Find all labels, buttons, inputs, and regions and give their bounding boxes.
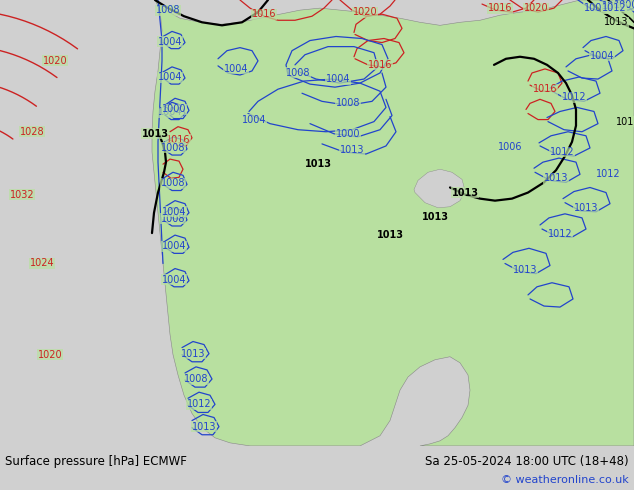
Text: 1013: 1013 bbox=[604, 17, 628, 27]
Text: 1016: 1016 bbox=[368, 60, 392, 70]
Text: 1024: 1024 bbox=[30, 259, 55, 269]
Text: 1016: 1016 bbox=[252, 9, 276, 19]
Text: 1032: 1032 bbox=[10, 190, 34, 199]
Text: 1013: 1013 bbox=[616, 117, 634, 126]
Text: 1012: 1012 bbox=[602, 3, 626, 13]
Text: 1008: 1008 bbox=[156, 5, 180, 15]
Text: 1000: 1000 bbox=[614, 0, 634, 10]
Text: 1016: 1016 bbox=[165, 135, 190, 145]
Text: 1013: 1013 bbox=[304, 159, 332, 169]
Text: 1012: 1012 bbox=[548, 229, 573, 239]
Text: Sa 25-05-2024 18:00 UTC (18+48): Sa 25-05-2024 18:00 UTC (18+48) bbox=[425, 455, 629, 468]
Text: 1016: 1016 bbox=[533, 84, 557, 94]
Text: © weatheronline.co.uk: © weatheronline.co.uk bbox=[501, 475, 629, 485]
Polygon shape bbox=[414, 169, 465, 208]
Text: 1004: 1004 bbox=[326, 74, 350, 84]
Text: 1008: 1008 bbox=[161, 214, 185, 224]
Text: 1012: 1012 bbox=[186, 399, 211, 409]
Text: 1013: 1013 bbox=[513, 265, 537, 274]
Text: 1020: 1020 bbox=[42, 56, 67, 66]
Text: 1016: 1016 bbox=[488, 3, 512, 13]
Text: 1004: 1004 bbox=[158, 107, 182, 118]
Text: 1004: 1004 bbox=[602, 1, 626, 11]
Text: 1012: 1012 bbox=[562, 92, 586, 102]
Text: 1013: 1013 bbox=[377, 230, 403, 240]
Polygon shape bbox=[152, 0, 634, 446]
Text: 1004: 1004 bbox=[158, 37, 182, 47]
Text: 1000: 1000 bbox=[336, 129, 360, 139]
Text: 1008: 1008 bbox=[184, 374, 208, 384]
Text: 1013: 1013 bbox=[191, 422, 216, 432]
Text: 1008: 1008 bbox=[161, 178, 185, 189]
Text: 1006: 1006 bbox=[498, 142, 522, 152]
Text: 1004: 1004 bbox=[162, 241, 186, 251]
Text: 1013: 1013 bbox=[141, 129, 169, 139]
Text: 1020: 1020 bbox=[37, 350, 62, 360]
Text: 1028: 1028 bbox=[20, 127, 44, 137]
Text: 1013: 1013 bbox=[340, 145, 365, 155]
Text: 1020: 1020 bbox=[353, 7, 377, 17]
Text: 1013: 1013 bbox=[422, 212, 448, 222]
Text: 1008: 1008 bbox=[336, 98, 360, 108]
Text: 1000: 1000 bbox=[162, 104, 186, 115]
Text: 1004: 1004 bbox=[590, 51, 614, 61]
Text: 1013: 1013 bbox=[544, 173, 568, 183]
Text: 1004: 1004 bbox=[224, 64, 249, 74]
Text: Surface pressure [hPa] ECMWF: Surface pressure [hPa] ECMWF bbox=[5, 455, 187, 468]
Text: 1013: 1013 bbox=[181, 349, 205, 359]
Text: 1020: 1020 bbox=[524, 3, 548, 13]
Text: 1012: 1012 bbox=[550, 147, 574, 157]
Text: 1008: 1008 bbox=[584, 3, 608, 13]
Text: 1004: 1004 bbox=[162, 207, 186, 217]
Text: 1013: 1013 bbox=[451, 188, 479, 197]
Text: 1008: 1008 bbox=[286, 68, 310, 78]
Text: 1004: 1004 bbox=[158, 72, 182, 82]
Text: 1012: 1012 bbox=[596, 170, 620, 179]
Text: 1013: 1013 bbox=[574, 203, 598, 213]
Text: 1004: 1004 bbox=[162, 275, 186, 285]
Text: 1008: 1008 bbox=[161, 143, 185, 153]
Text: 1004: 1004 bbox=[242, 115, 266, 124]
